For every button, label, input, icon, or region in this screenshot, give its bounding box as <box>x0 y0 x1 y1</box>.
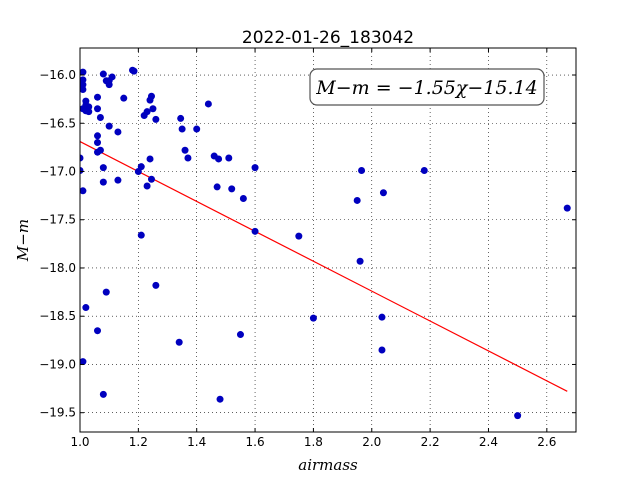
data-point <box>146 155 154 163</box>
data-point <box>137 231 145 239</box>
y-axis-tick-labels: −16.0 −16.5 −17.0 −17.5 −18.0 −18.5 −19.0 −19.5 <box>39 68 76 420</box>
data-point <box>85 108 93 116</box>
y-axis-label: M−m <box>14 219 32 262</box>
data-point <box>80 68 87 76</box>
data-point <box>82 304 90 312</box>
fit-line <box>79 141 568 392</box>
y-tick-label: −18.0 <box>39 261 76 275</box>
fit-equation: M−m = −1.55χ−15.14 <box>315 77 537 99</box>
data-point <box>80 167 84 175</box>
data-point <box>236 331 244 339</box>
data-point <box>130 67 138 75</box>
data-point <box>378 313 386 321</box>
x-tick-label: 1.0 <box>70 435 89 449</box>
data-point <box>143 182 151 190</box>
data-point <box>215 155 223 163</box>
data-point <box>94 139 102 147</box>
y-tick-label: −16.0 <box>39 68 76 82</box>
x-tick-label: 2.2 <box>421 435 440 449</box>
data-point <box>563 204 571 212</box>
data-point <box>96 146 104 154</box>
data-point <box>147 175 155 183</box>
data-point <box>149 105 157 113</box>
data-point <box>378 346 386 354</box>
data-point <box>216 395 224 403</box>
data-point <box>181 146 189 154</box>
data-point <box>143 108 151 116</box>
data-point <box>228 185 236 193</box>
data-point <box>184 154 192 162</box>
axis-ticks <box>79 48 576 432</box>
data-point <box>193 125 201 133</box>
x-tick-label: 2.6 <box>537 435 556 449</box>
data-point <box>353 196 361 204</box>
y-tick-label: −17.0 <box>39 164 76 178</box>
data-point <box>99 164 107 172</box>
data-point <box>178 125 186 133</box>
data-point <box>99 70 107 78</box>
x-axis-tick-labels: 1.0 1.2 1.4 1.6 1.8 2.0 2.2 2.4 2.6 <box>70 435 556 449</box>
data-point <box>358 167 366 175</box>
data-point <box>225 154 233 162</box>
data-point <box>85 103 93 111</box>
plot-area-frame <box>79 47 577 433</box>
data-point <box>147 92 155 100</box>
fit-equation-frame <box>309 68 545 106</box>
data-point <box>239 195 247 203</box>
data-point <box>251 227 259 235</box>
grid-lines <box>79 48 576 432</box>
fit-equation-box: M−m = −1.55χ−15.14 <box>309 68 545 106</box>
x-tick-label: 1.4 <box>187 435 206 449</box>
data-point <box>204 100 212 108</box>
data-point <box>108 73 116 81</box>
x-tick-label: 1.6 <box>246 435 265 449</box>
data-point <box>80 187 87 195</box>
data-points <box>80 66 571 420</box>
data-point <box>94 132 102 140</box>
data-point <box>102 288 110 296</box>
y-tick-label: −19.0 <box>39 357 76 371</box>
data-point <box>175 338 183 346</box>
fit-line-layer <box>79 141 568 392</box>
x-tick-label: 1.8 <box>304 435 323 449</box>
data-point <box>80 154 84 162</box>
y-tick-label: −19.5 <box>39 406 76 420</box>
data-point <box>99 178 107 186</box>
data-point <box>96 113 104 121</box>
data-point <box>114 128 122 136</box>
data-point <box>379 189 387 197</box>
data-point <box>120 94 128 102</box>
data-point <box>213 183 221 191</box>
data-point <box>309 314 317 322</box>
data-point <box>105 122 113 130</box>
data-point <box>114 176 122 184</box>
y-tick-label: −16.5 <box>39 116 76 130</box>
data-point <box>99 390 107 398</box>
data-point <box>152 115 160 123</box>
x-tick-label: 2.4 <box>479 435 498 449</box>
data-point <box>94 93 102 101</box>
data-point <box>137 163 145 171</box>
data-point <box>356 257 364 265</box>
y-tick-label: −17.5 <box>39 213 76 227</box>
data-point <box>177 114 185 122</box>
chart-title: 2022-01-26_183042 <box>242 28 414 48</box>
data-point <box>420 167 428 175</box>
x-axis-label: airmass <box>298 456 358 474</box>
y-tick-label: −18.5 <box>39 309 76 323</box>
data-point <box>80 85 87 93</box>
data-point <box>514 412 522 420</box>
x-tick-label: 1.2 <box>129 435 148 449</box>
x-tick-label: 2.0 <box>362 435 381 449</box>
data-point <box>80 358 87 366</box>
data-point <box>295 232 303 240</box>
data-point <box>94 327 102 335</box>
data-point <box>251 164 259 172</box>
data-point <box>152 281 160 289</box>
data-point <box>94 105 102 113</box>
